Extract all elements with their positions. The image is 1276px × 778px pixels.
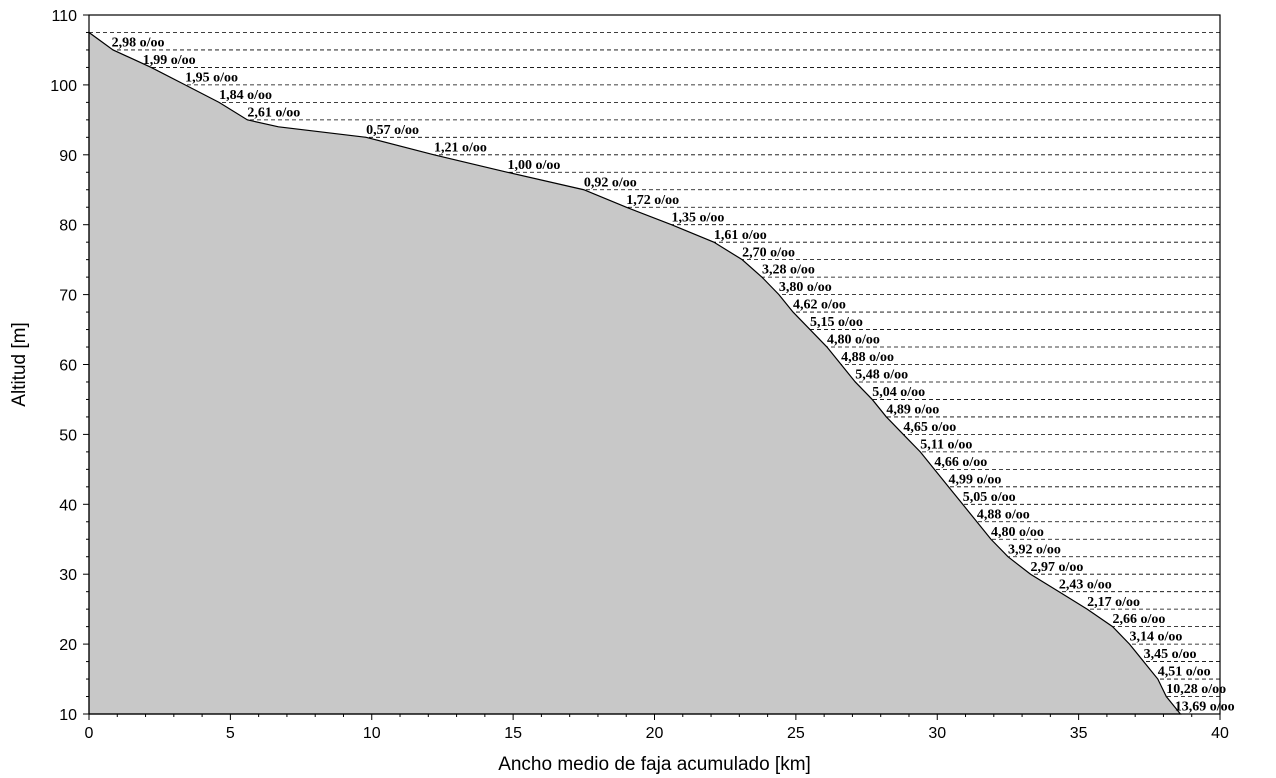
slope-label: 0,57 o/oo <box>366 123 419 138</box>
slope-label: 5,05 o/oo <box>963 490 1016 505</box>
slope-label: 5,11 o/oo <box>920 437 972 452</box>
x-tick-label: 25 <box>787 725 805 742</box>
y-tick-label: 80 <box>59 218 77 235</box>
y-tick-label: 110 <box>51 8 77 25</box>
slope-label: 2,70 o/oo <box>742 245 795 260</box>
slope-label: 0,92 o/oo <box>584 175 637 190</box>
x-tick-label: 15 <box>504 725 522 742</box>
slope-label: 2,61 o/oo <box>247 105 300 120</box>
y-tick-label: 40 <box>59 497 77 514</box>
slope-label: 3,28 o/oo <box>762 263 815 278</box>
x-axis: 0 5 10 15 20 25 30 35 40 <box>85 714 1229 742</box>
x-tick-label: 10 <box>363 725 381 742</box>
slope-label: 1,84 o/oo <box>219 88 272 103</box>
y-tick-label: 10 <box>59 707 77 724</box>
slope-label: 3,14 o/oo <box>1130 630 1183 645</box>
slope-label: 4,89 o/oo <box>886 403 939 418</box>
y-axis-title: Altitud [m] <box>9 322 30 406</box>
x-tick-label: 20 <box>646 725 664 742</box>
slope-label: 1,99 o/oo <box>143 53 196 68</box>
y-tick-label: 100 <box>50 78 77 95</box>
slope-label: 1,61 o/oo <box>714 228 767 243</box>
y-tick-label: 70 <box>59 288 77 305</box>
slope-label: 1,21 o/oo <box>434 140 487 155</box>
slope-label: 5,48 o/oo <box>855 368 908 383</box>
slope-label: 10,28 o/oo <box>1166 682 1226 697</box>
y-tick-label: 90 <box>59 148 77 165</box>
slope-labels: 2,98 o/oo 1,99 o/oo 1,95 o/oo 1,84 o/oo 2,61… <box>112 36 1235 715</box>
x-tick-label: 35 <box>1070 725 1088 742</box>
x-axis-title: Ancho medio de faja acumulado [km] <box>498 754 811 775</box>
slope-label: 5,04 o/oo <box>872 385 925 400</box>
slope-label: 4,62 o/oo <box>793 298 846 313</box>
slope-label: 2,66 o/oo <box>1113 612 1166 627</box>
y-tick-label: 30 <box>59 567 77 584</box>
slope-label: 4,66 o/oo <box>934 455 987 470</box>
slope-label: 1,35 o/oo <box>671 210 724 225</box>
slope-label: 4,88 o/oo <box>841 350 894 365</box>
slope-label: 3,45 o/oo <box>1144 647 1197 662</box>
altitude-area-fill <box>88 31 1182 715</box>
y-tick-label: 60 <box>59 358 77 375</box>
slope-label: 4,88 o/oo <box>977 507 1030 522</box>
slope-label: 2,98 o/oo <box>112 36 165 51</box>
slope-label: 2,43 o/oo <box>1059 577 1112 592</box>
y-axis: 10 20 30 40 50 60 70 80 90 100 110 <box>50 8 89 724</box>
slope-label: 2,97 o/oo <box>1031 560 1084 575</box>
x-tick-label: 40 <box>1211 725 1229 742</box>
slope-label: 13,69 o/oo <box>1175 700 1235 715</box>
x-tick-label: 0 <box>85 725 94 742</box>
slope-label: 4,65 o/oo <box>903 420 956 435</box>
slope-label: 4,80 o/oo <box>827 333 880 348</box>
x-tick-label: 30 <box>928 725 946 742</box>
slope-label: 4,80 o/oo <box>991 525 1044 540</box>
slope-label: 1,95 o/oo <box>185 71 238 86</box>
slope-label: 1,00 o/oo <box>507 158 560 173</box>
slope-label: 3,92 o/oo <box>1008 542 1061 557</box>
slope-label: 5,15 o/oo <box>810 315 863 330</box>
slope-label: 4,51 o/oo <box>1158 665 1211 680</box>
slope-label: 3,80 o/oo <box>779 280 832 295</box>
x-tick-label: 5 <box>226 725 235 742</box>
slope-label: 1,72 o/oo <box>626 193 679 208</box>
slope-label: 2,17 o/oo <box>1087 595 1140 610</box>
slope-label: 4,99 o/oo <box>949 472 1002 487</box>
y-tick-label: 20 <box>59 637 77 654</box>
y-tick-label: 50 <box>59 427 77 444</box>
